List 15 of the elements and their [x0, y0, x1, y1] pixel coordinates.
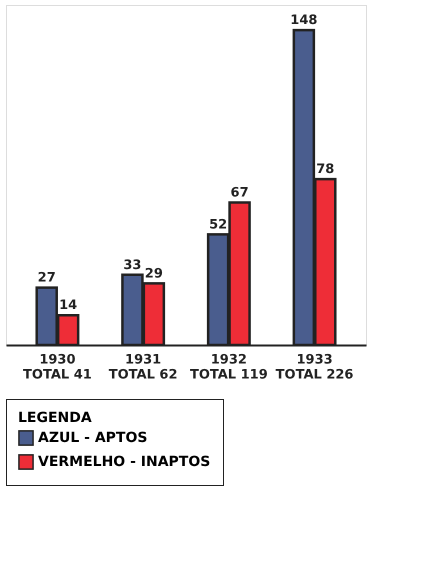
data-label: 14 — [59, 298, 78, 314]
data-label: 148 — [290, 13, 318, 28]
x-tick-label: 1931 TOTAL 62 — [108, 352, 178, 382]
legend-label: AZUL - APTOS — [38, 430, 148, 446]
legend-title: LEGENDA — [18, 410, 92, 426]
data-label: 78 — [316, 162, 334, 178]
legend-label: VERMELHO - INAPTOS — [38, 454, 210, 470]
data-label: 52 — [209, 217, 228, 232]
x-tick-label: 1930 TOTAL 41 — [23, 352, 92, 382]
x-tick-label: 1933 TOTAL 226 — [276, 352, 354, 382]
data-label: 33 — [123, 258, 142, 273]
data-label: 29 — [144, 266, 163, 282]
data-label: 67 — [230, 185, 249, 200]
data-label: 27 — [38, 270, 56, 286]
x-tick-label: 1932 TOTAL 119 — [190, 352, 268, 382]
